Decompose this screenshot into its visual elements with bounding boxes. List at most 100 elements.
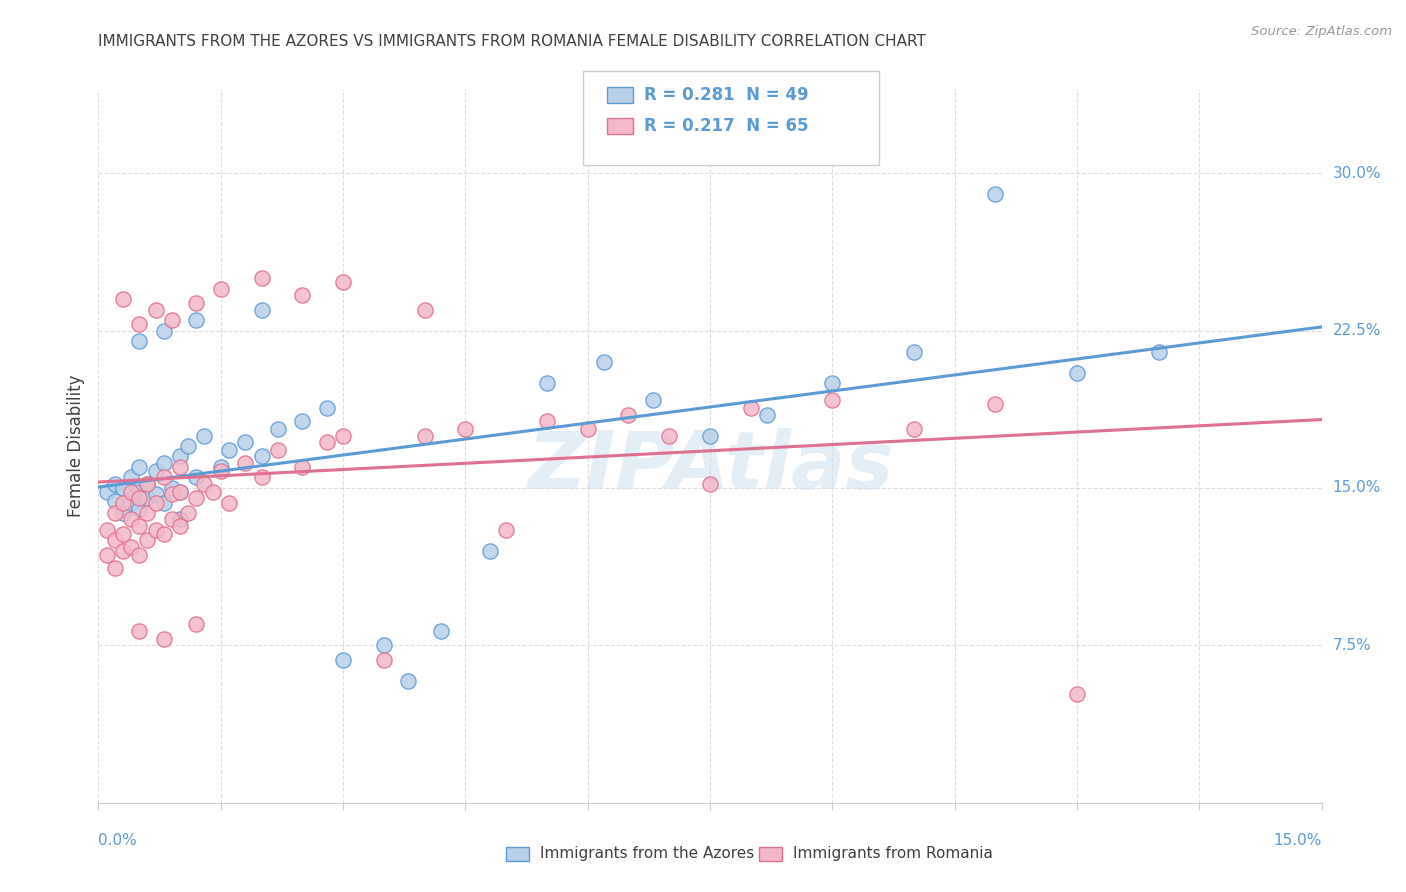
Point — [233, 456, 256, 470]
Point — [128, 334, 150, 348]
Point — [111, 544, 134, 558]
Point — [250, 302, 273, 317]
Point — [641, 392, 664, 407]
Point — [104, 476, 127, 491]
Point — [315, 434, 337, 449]
Text: Immigrants from the Azores: Immigrants from the Azores — [540, 847, 754, 861]
Point — [209, 282, 232, 296]
Point — [536, 376, 558, 390]
Point — [699, 428, 721, 442]
Point — [152, 324, 174, 338]
Point — [104, 493, 127, 508]
Point — [186, 617, 208, 632]
Point — [111, 481, 134, 495]
Text: 15.0%: 15.0% — [1274, 833, 1322, 848]
Point — [233, 434, 256, 449]
Point — [536, 414, 558, 428]
Point — [373, 653, 395, 667]
Point — [145, 302, 167, 317]
Point — [169, 450, 191, 464]
Text: ZIPAtlas: ZIPAtlas — [527, 428, 893, 507]
Point — [111, 527, 134, 541]
Point — [903, 344, 925, 359]
Text: 22.5%: 22.5% — [1333, 323, 1381, 338]
Point — [218, 496, 240, 510]
Point — [267, 422, 290, 436]
Point — [152, 470, 174, 484]
Point — [96, 548, 118, 562]
Point — [209, 464, 232, 478]
Point — [430, 624, 453, 638]
Y-axis label: Female Disability: Female Disability — [66, 375, 84, 517]
Point — [169, 485, 191, 500]
Point — [1147, 344, 1170, 359]
Point — [104, 560, 127, 574]
Text: 0.0%: 0.0% — [98, 833, 138, 848]
Point — [111, 506, 134, 520]
Point — [177, 439, 200, 453]
Point — [160, 481, 183, 495]
Point — [152, 527, 174, 541]
Point — [104, 533, 127, 548]
Point — [169, 512, 191, 526]
Point — [193, 476, 215, 491]
Point — [740, 401, 762, 416]
Point — [145, 523, 167, 537]
Point — [145, 464, 167, 478]
Point — [658, 428, 681, 442]
Point — [128, 518, 150, 533]
Point — [193, 428, 215, 442]
Point — [478, 544, 501, 558]
Point — [821, 392, 844, 407]
Point — [120, 470, 142, 484]
Text: Source: ZipAtlas.com: Source: ZipAtlas.com — [1251, 25, 1392, 38]
Point — [128, 318, 150, 332]
Point — [128, 460, 150, 475]
Point — [120, 496, 142, 510]
Point — [120, 540, 142, 554]
Point — [152, 496, 174, 510]
Point — [250, 470, 273, 484]
Point — [756, 408, 779, 422]
Point — [111, 292, 134, 306]
Point — [984, 397, 1007, 411]
Point — [128, 548, 150, 562]
Point — [373, 639, 395, 653]
Point — [617, 408, 640, 422]
Text: Immigrants from Romania: Immigrants from Romania — [793, 847, 993, 861]
Point — [201, 485, 224, 500]
Point — [186, 313, 208, 327]
Point — [128, 491, 150, 506]
Point — [267, 443, 290, 458]
Point — [413, 302, 436, 317]
Point — [136, 476, 159, 491]
Point — [291, 460, 314, 475]
Point — [413, 428, 436, 442]
Point — [250, 271, 273, 285]
Point — [186, 296, 208, 310]
Text: 7.5%: 7.5% — [1333, 638, 1371, 653]
Point — [104, 506, 127, 520]
Point — [315, 401, 337, 416]
Point — [593, 355, 616, 369]
Point — [169, 460, 191, 475]
Point — [218, 443, 240, 458]
Point — [96, 485, 118, 500]
Point — [821, 376, 844, 390]
Point — [209, 460, 232, 475]
Point — [454, 422, 477, 436]
Text: R = 0.217  N = 65: R = 0.217 N = 65 — [644, 117, 808, 135]
Text: 30.0%: 30.0% — [1333, 166, 1381, 181]
Point — [120, 485, 142, 500]
Point — [128, 502, 150, 516]
Point — [111, 496, 134, 510]
Point — [160, 487, 183, 501]
Point — [250, 450, 273, 464]
Point — [1066, 366, 1088, 380]
Point — [396, 674, 419, 689]
Point — [136, 491, 159, 506]
Point — [186, 491, 208, 506]
Point — [495, 523, 517, 537]
Point — [152, 456, 174, 470]
Point — [984, 187, 1007, 202]
